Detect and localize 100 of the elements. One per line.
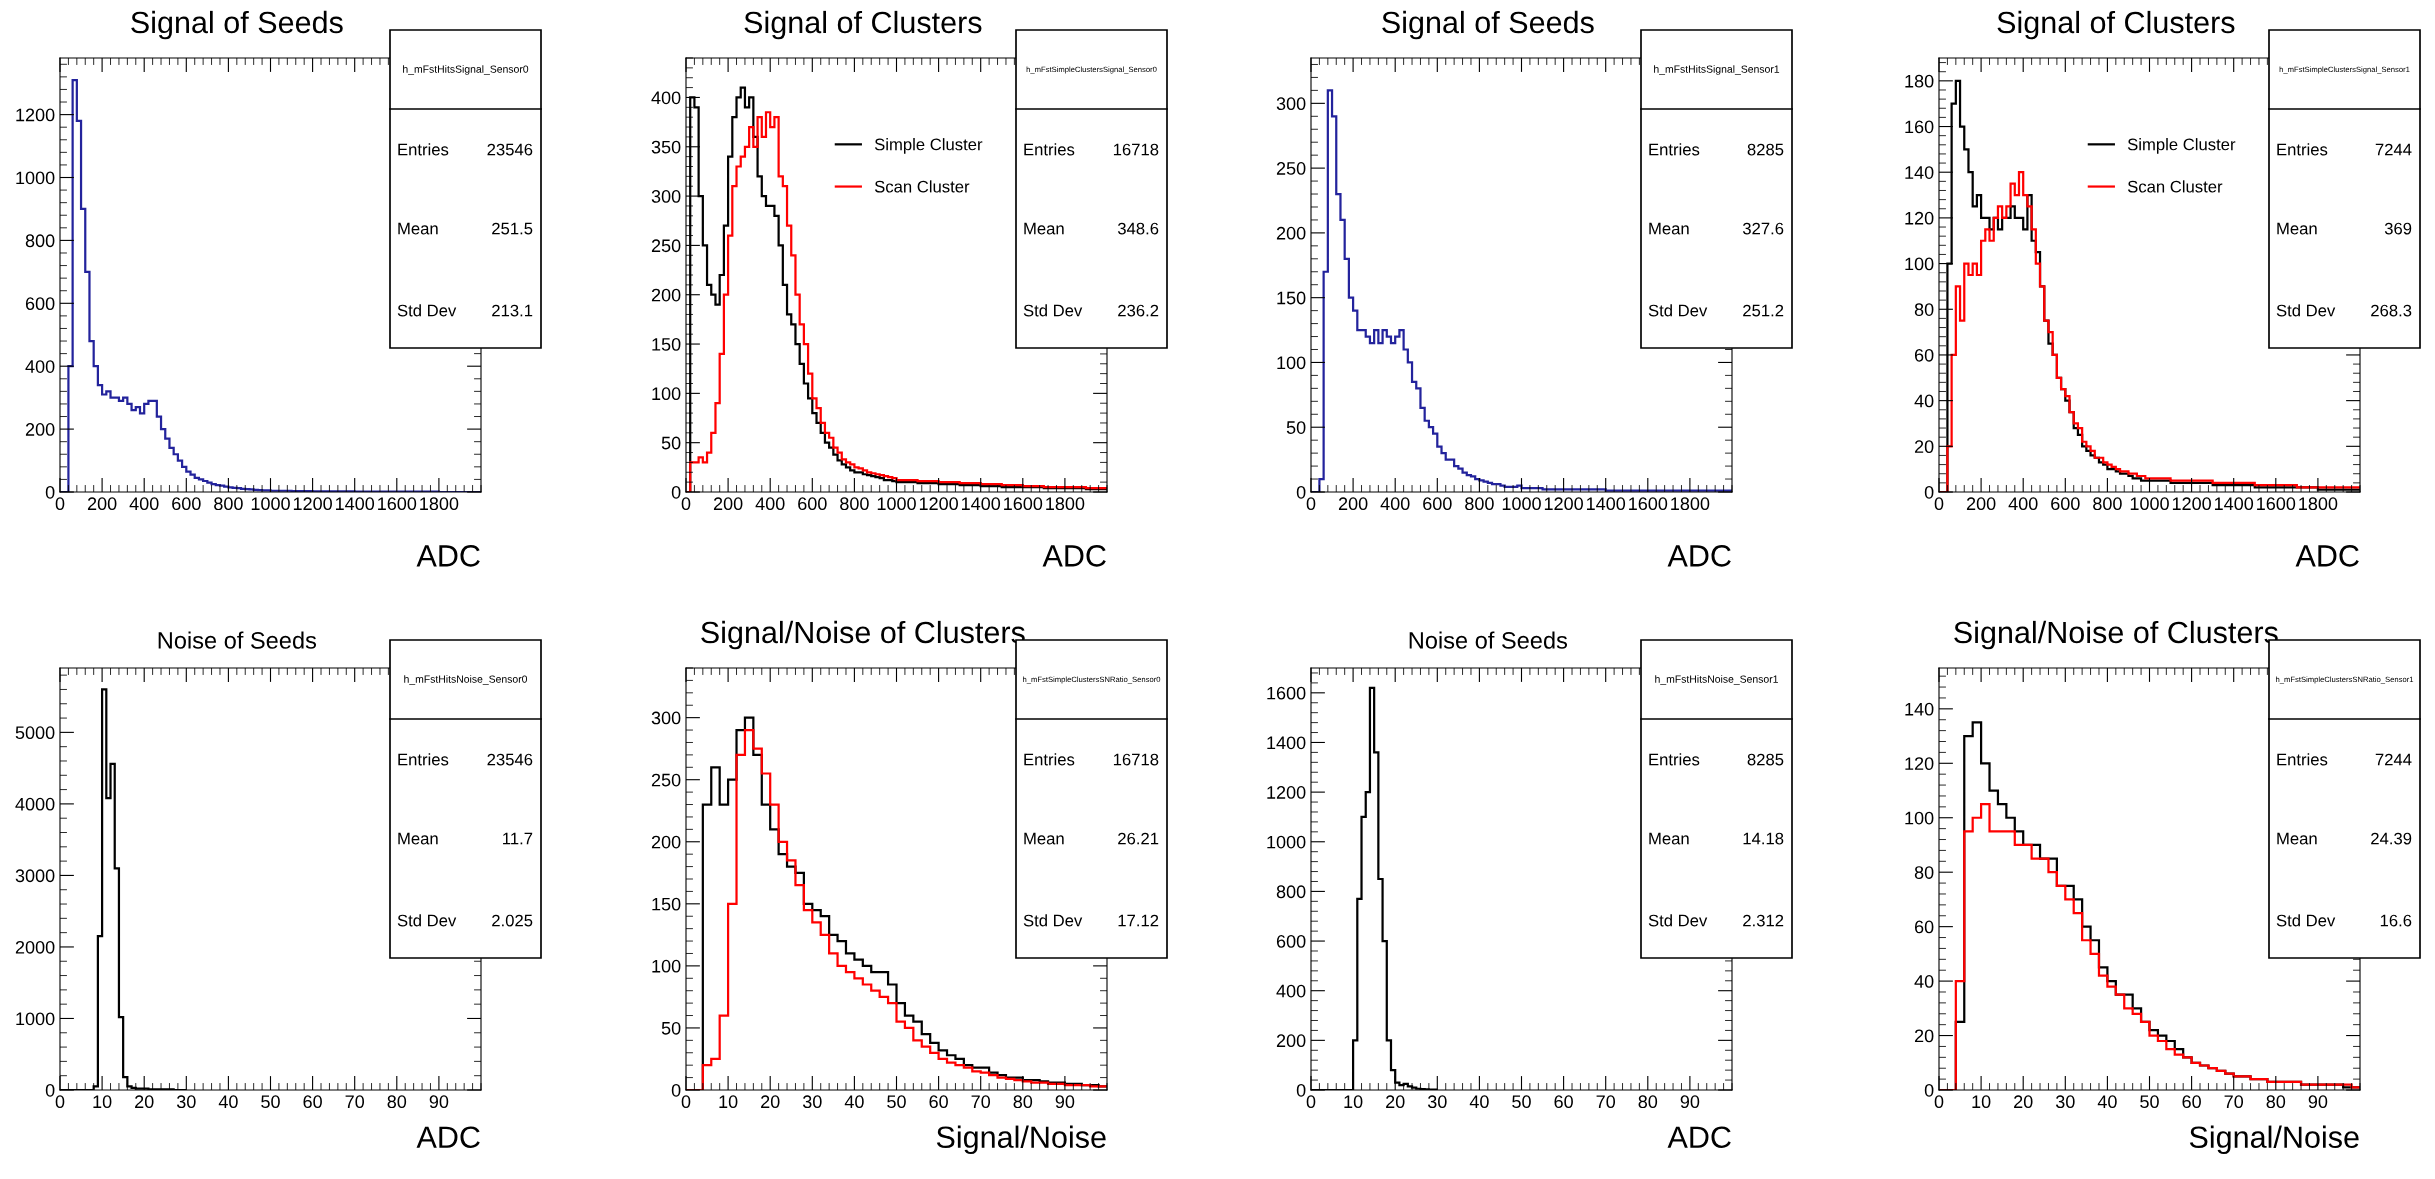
text: 7244 (2375, 753, 2412, 766)
y-tick-label: 100 (1905, 257, 1934, 271)
annotation: Std Dev (397, 304, 457, 317)
y-tick-label: 140 (1905, 702, 1934, 716)
x-tick-label: 1800 (2299, 497, 2338, 511)
chart-title: Signal/Noise of Clusters (1954, 620, 2278, 650)
x-tick-label: 1600 (2257, 497, 2296, 511)
x-tick-label: 200 (713, 497, 743, 511)
chart-title: Signal of Seeds (131, 10, 343, 40)
annotation: h_mFstHitsNoise_Sensor1 (1655, 675, 1778, 685)
x-tick-label: 30 (176, 1095, 196, 1109)
annotation: Mean (1649, 832, 1689, 845)
y-tick-label: 120 (1905, 757, 1934, 771)
x-tick-label: 40 (2097, 1095, 2117, 1109)
y-tick-label: 300 (651, 711, 681, 725)
y-tick-label: 120 (1905, 211, 1934, 225)
x-tick-label: 30 (1427, 1095, 1447, 1109)
text: 14.18 (1743, 832, 1784, 845)
text: 11.7 (503, 832, 533, 845)
x-tick-label: 0 (1934, 497, 1944, 511)
text: 23546 (487, 143, 533, 156)
text: 268.3 (2371, 304, 2412, 317)
y-tick-label: 250 (651, 239, 681, 253)
annotation: Mean (1024, 832, 1064, 845)
x-tick-label: 600 (2051, 497, 2080, 511)
x-tick-label: 20 (1386, 1095, 1405, 1109)
x-tick-label: 0 (1934, 1095, 1944, 1109)
y-tick-label: 2000 (15, 940, 55, 954)
x-tick-label: 50 (261, 1095, 280, 1109)
annotation: Std Dev (1023, 914, 1083, 927)
x-tick-label: 1400 (336, 497, 375, 511)
annotation: Entries (1024, 143, 1075, 156)
chart-title: Signal/Noise of Clusters (701, 620, 1025, 650)
x-axis-title: ADC (2295, 545, 2359, 567)
x-tick-label: 800 (1465, 497, 1494, 511)
x-tick-label: 0 (681, 1095, 691, 1109)
x-tick-label: 50 (2140, 1095, 2159, 1109)
x-tick-label: 90 (1680, 1095, 1700, 1109)
annotation: Entries (1024, 753, 1075, 766)
y-tick-label: 100 (1905, 811, 1934, 825)
x-tick-label: 1600 (1629, 497, 1668, 511)
text: 251.2 (1743, 304, 1784, 317)
x-tick-label: 70 (971, 1095, 991, 1109)
x-tick-label: 50 (887, 1095, 906, 1109)
y-tick-label: 0 (1924, 485, 1934, 499)
x-tick-label: 70 (2224, 1095, 2244, 1109)
x-axis-title: Signal/Noise (936, 1125, 1106, 1155)
x-tick-label: 60 (2182, 1095, 2201, 1109)
x-axis-title: ADC (416, 1126, 480, 1149)
chart-title: Signal of Seeds (1382, 10, 1594, 40)
text: 348.6 (1117, 222, 1159, 235)
x-tick-label: 1000 (877, 497, 916, 511)
x-tick-label: 20 (761, 1095, 780, 1109)
x-tick-label: 0 (55, 497, 65, 511)
y-tick-label: 0 (671, 485, 681, 499)
x-axis-title: ADC (1667, 1126, 1731, 1149)
x-tick-label: 60 (1554, 1095, 1573, 1109)
y-tick-label: 1600 (1267, 686, 1306, 700)
x-tick-label: 600 (1423, 497, 1452, 511)
x-tick-label: 1600 (378, 497, 417, 511)
text: 7244 (2375, 143, 2412, 156)
x-tick-label: 10 (1972, 1095, 1991, 1109)
x-tick-label: 1400 (1587, 497, 1626, 511)
chart-title: Noise of Seeds (1409, 631, 1568, 649)
x-tick-label: 1800 (1671, 497, 1710, 511)
text: 213.1 (492, 304, 533, 317)
y-tick-label: 200 (25, 423, 55, 436)
y-tick-label: 200 (651, 835, 681, 849)
y-tick-label: 4000 (15, 797, 55, 811)
y-tick-label: 300 (651, 190, 681, 203)
y-tick-label: 3000 (15, 869, 55, 883)
annotation: Std Dev (2276, 914, 2336, 927)
text: 23546 (487, 753, 533, 766)
annotation: Mean (1649, 222, 1689, 235)
x-tick-label: 600 (798, 497, 827, 511)
x-tick-label: 90 (429, 1095, 449, 1109)
y-tick-label: 800 (1276, 885, 1306, 899)
y-tick-label: 50 (1286, 421, 1306, 434)
annotation: Entries (2277, 753, 2328, 766)
x-tick-label: 1800 (1046, 497, 1085, 511)
annotation: Mean (398, 832, 438, 845)
annotation: Entries (2277, 143, 2328, 156)
legend-label: Simple Cluster (2127, 138, 2236, 154)
x-tick-label: 10 (93, 1095, 112, 1109)
y-tick-label: 600 (25, 297, 55, 311)
x-axis-title: ADC (1667, 545, 1731, 567)
y-tick-label: 400 (1276, 984, 1306, 998)
y-tick-label: 400 (651, 91, 681, 105)
x-tick-label: 80 (2266, 1095, 2286, 1109)
annotation: Entries (1649, 143, 1700, 156)
y-tick-label: 60 (1914, 348, 1934, 362)
y-tick-label: 180 (1905, 74, 1934, 88)
y-tick-label: 0 (1296, 1083, 1306, 1097)
x-tick-label: 1200 (1544, 497, 1583, 511)
x-tick-label: 1400 (962, 497, 1001, 511)
x-tick-label: 50 (1512, 1095, 1531, 1109)
text: 26.21 (1118, 832, 1159, 845)
annotation: Entries (398, 143, 449, 156)
text: 8285 (1747, 143, 1784, 156)
x-axis-title: ADC (416, 545, 480, 567)
